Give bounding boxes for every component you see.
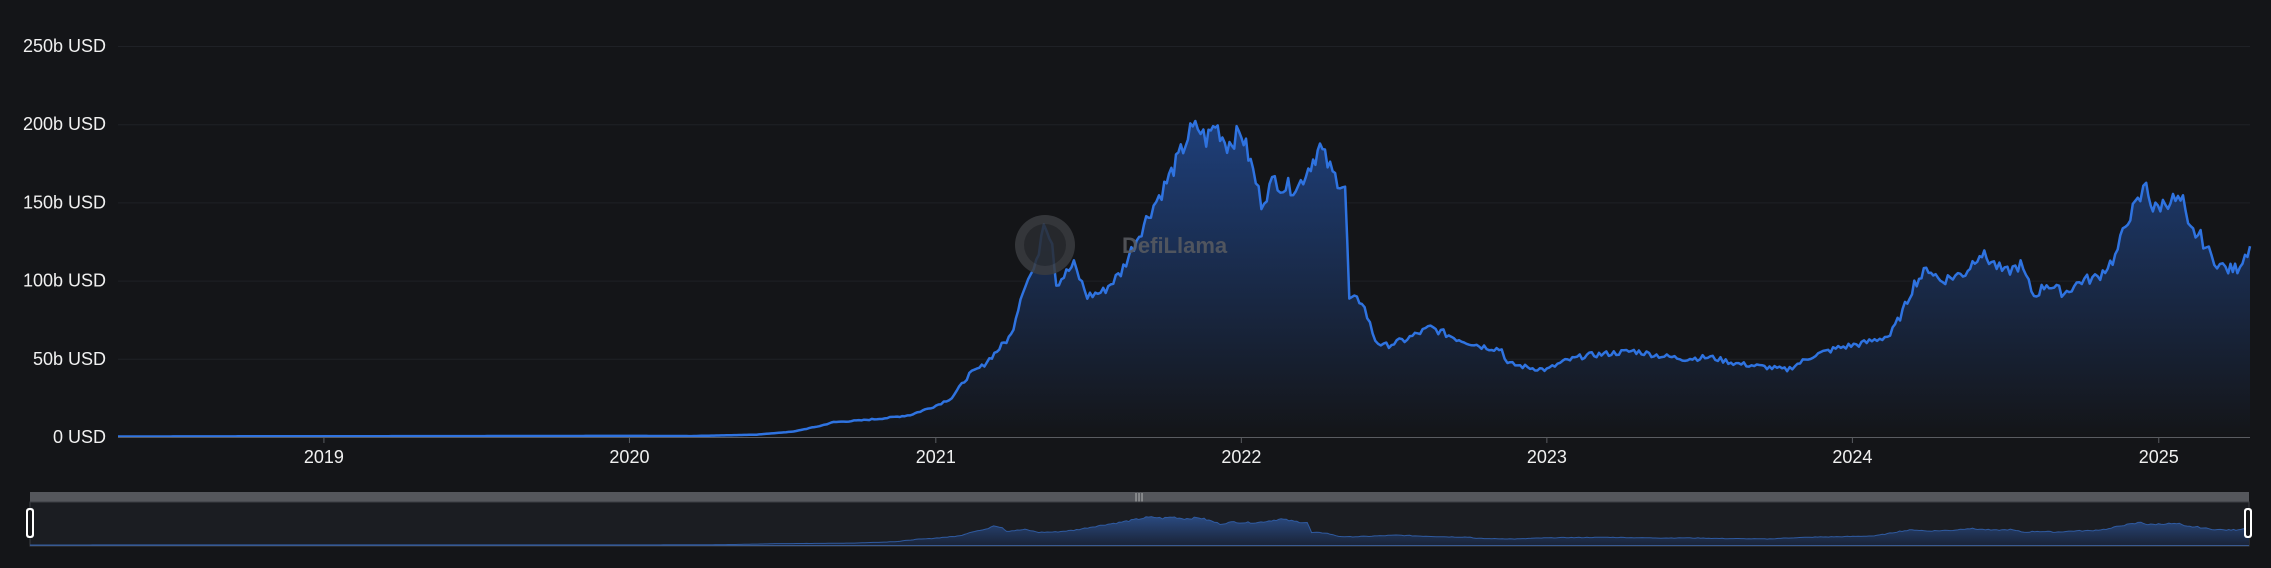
y-tick-label: 0 USD: [53, 427, 106, 447]
x-tick-label: 2023: [1527, 447, 1567, 467]
x-tick-label: 2020: [609, 447, 649, 467]
x-tick-label: 2021: [916, 447, 956, 467]
range-navigator[interactable]: |||: [26, 492, 2252, 547]
navigator-grip-icon[interactable]: |||: [1134, 493, 1143, 503]
navigator-left-handle-inner: [28, 510, 32, 536]
y-tick-label: 150b USD: [23, 192, 106, 212]
y-axis: 0 USD 50b USD 100b USD 150b USD 200b USD 250b…: [23, 36, 106, 447]
tvl-area: [118, 121, 2250, 437]
y-tick-label: 100b USD: [23, 271, 106, 291]
x-tick-label: 2022: [1221, 447, 1261, 467]
navigator-area: [30, 516, 2249, 545]
watermark-text: DefiLlama: [1122, 233, 1228, 258]
x-tick-label: 2025: [2139, 447, 2179, 467]
defillama-watermark: DefiLlama: [1015, 215, 1228, 275]
llama-logo-inner: [1024, 224, 1066, 266]
x-tick-label: 2024: [1832, 447, 1872, 467]
navigator-line: [30, 516, 2250, 546]
navigator-handle-bar[interactable]: [30, 492, 2249, 502]
navigator-right-handle-inner: [2246, 510, 2250, 536]
x-tick-label: 2019: [304, 447, 344, 467]
y-tick-label: 250b USD: [23, 36, 106, 56]
y-tick-label: 50b USD: [33, 349, 106, 369]
tvl-line: [118, 119, 2252, 438]
y-tick-label: 200b USD: [23, 114, 106, 134]
x-axis: 2019 2020 2021 2022 2023 2024 2025: [118, 437, 2250, 467]
